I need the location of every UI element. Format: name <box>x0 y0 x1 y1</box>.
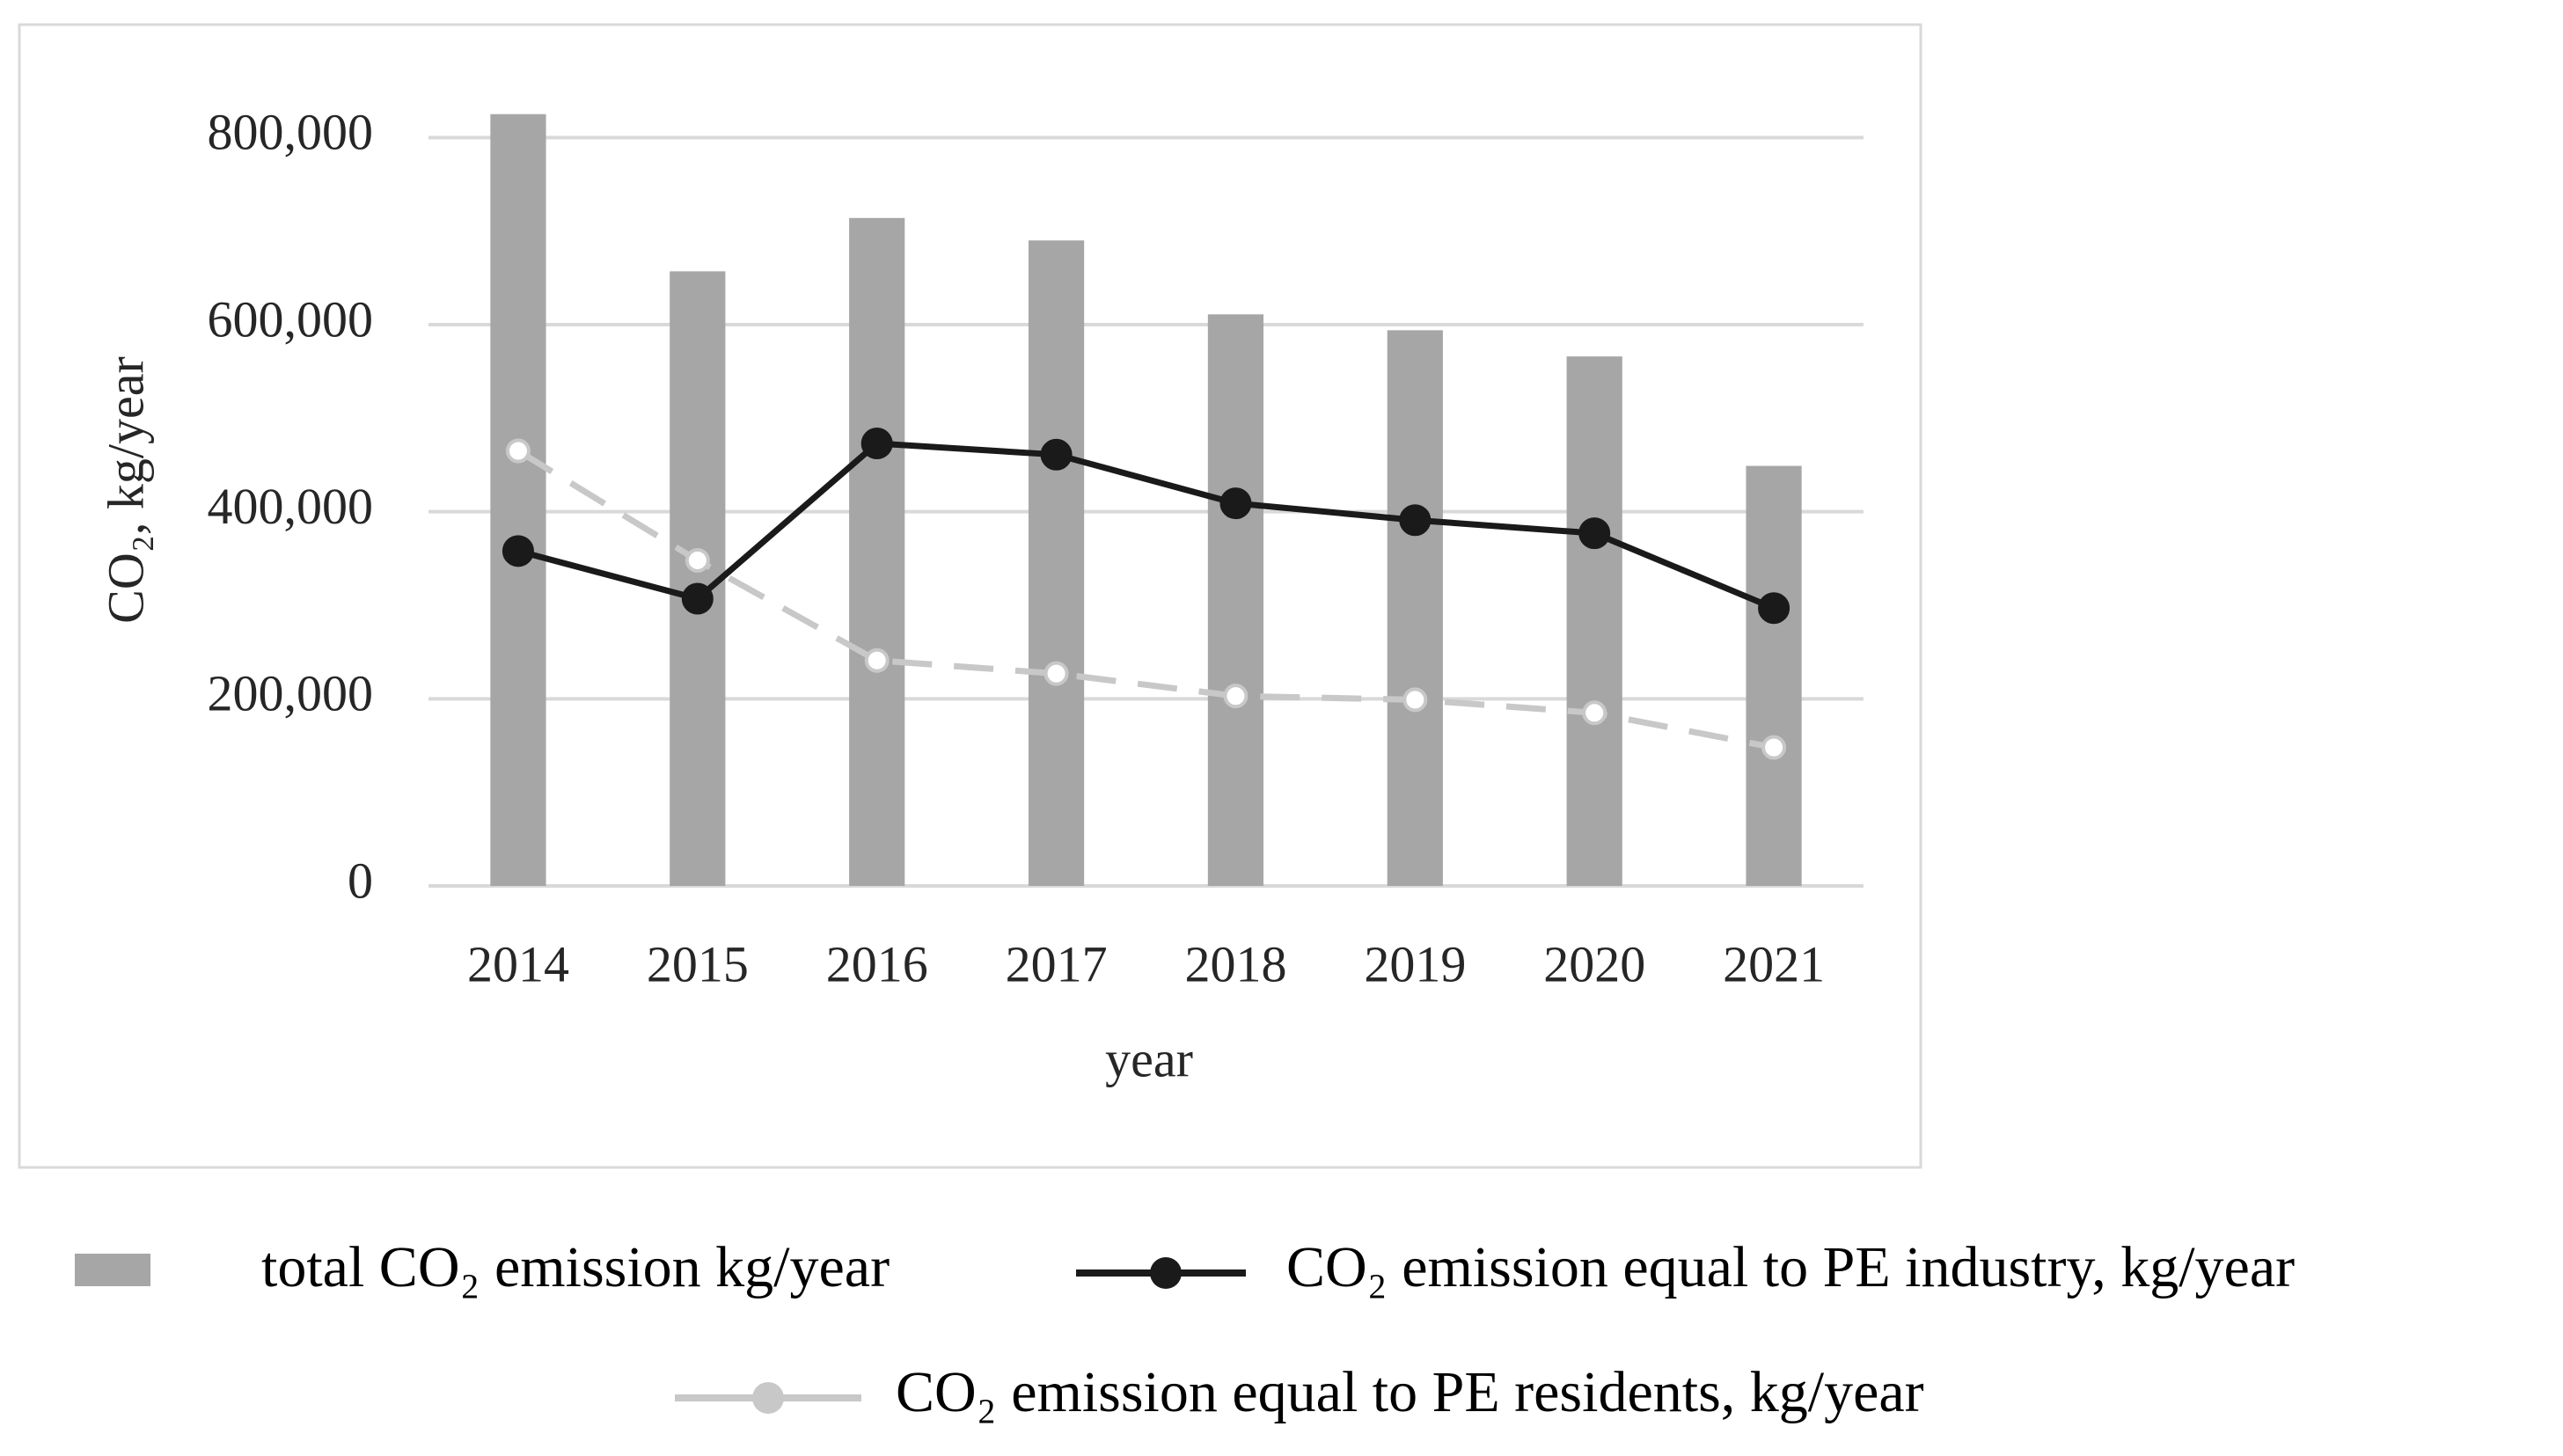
x-tick-label: 2016 <box>826 935 928 992</box>
point <box>1758 592 1790 625</box>
point <box>1402 687 1428 713</box>
point <box>1578 517 1611 550</box>
x-tick-label: 2015 <box>647 935 749 992</box>
x-tick-label: 2020 <box>1543 935 1645 992</box>
x-tick-label: 2014 <box>467 935 569 992</box>
x-tick-label: 2019 <box>1364 935 1466 992</box>
point <box>681 582 714 615</box>
y-tick-label: 200,000 <box>208 665 374 722</box>
point <box>860 428 893 460</box>
legend-label: total CO₂ emission kg/year <box>261 1235 890 1299</box>
point <box>1040 438 1073 471</box>
point <box>1219 487 1252 520</box>
legend: total CO₂ emission kg/year CO₂ emission … <box>75 1235 2295 1424</box>
bar <box>1028 240 1085 886</box>
y-tick-label: 600,000 <box>208 290 374 348</box>
y-tick-label: 800,000 <box>208 104 374 161</box>
x-axis-label: year <box>1105 1030 1193 1087</box>
point <box>1582 700 1607 726</box>
point <box>685 547 710 573</box>
point <box>1761 735 1787 760</box>
point <box>864 648 890 673</box>
legend-label: CO₂ emission equal to PE residents, kg/y… <box>896 1360 1924 1424</box>
x-tick-label: 2018 <box>1184 935 1286 992</box>
x-tick-label: 2021 <box>1723 935 1825 992</box>
bar <box>849 217 905 886</box>
bar <box>1387 330 1443 886</box>
point <box>505 438 531 464</box>
line <box>517 440 1776 611</box>
y-axis-label: CO₂, kg/year <box>97 356 154 624</box>
point <box>1399 504 1432 537</box>
point <box>502 535 534 567</box>
chart-frame <box>18 23 1922 1169</box>
y-tick-label: 400,000 <box>208 478 374 535</box>
bar <box>1207 314 1264 886</box>
bar <box>1746 465 1802 886</box>
legend-marker <box>752 1382 784 1414</box>
point <box>1044 661 1069 686</box>
y-tick-label: 0 <box>348 852 373 909</box>
line <box>516 448 1775 751</box>
legend-marker <box>1150 1257 1182 1289</box>
x-tick-label: 2017 <box>1006 935 1108 992</box>
bar <box>1566 356 1622 886</box>
point <box>1223 684 1249 709</box>
legend-label: CO₂ emission equal to PE industry, kg/ye… <box>1286 1235 2295 1299</box>
bar <box>490 113 546 886</box>
legend-swatch <box>75 1254 150 1286</box>
